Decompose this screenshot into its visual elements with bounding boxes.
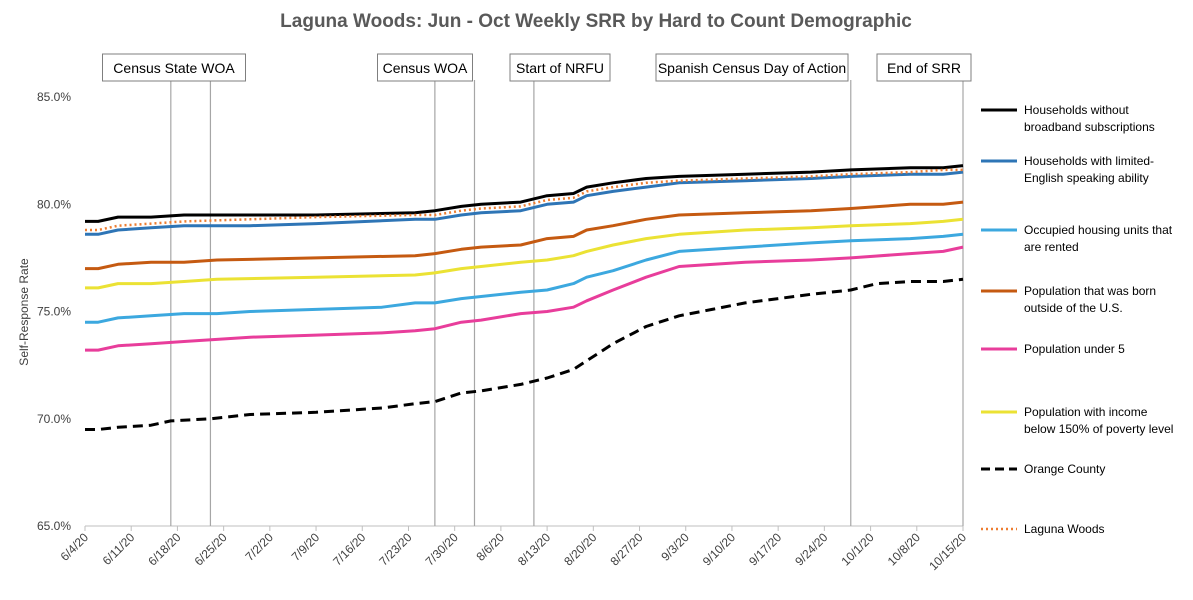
legend-label: Population with income xyxy=(1024,405,1148,419)
legend-label: Population that was born xyxy=(1024,284,1156,298)
x-tick-label: 10/1/20 xyxy=(838,530,876,568)
x-tick-label: 7/2/20 xyxy=(242,530,276,564)
event-label: Start of NRFU xyxy=(516,60,604,76)
x-tick-label: 9/24/20 xyxy=(792,530,830,568)
y-tick-label: 65.0% xyxy=(37,519,71,533)
legend-label: broadband subscriptions xyxy=(1024,120,1155,134)
legend-label: Population under 5 xyxy=(1024,342,1125,356)
event-label: Spanish Census Day of Action xyxy=(658,60,846,76)
event-box xyxy=(102,53,246,82)
legend-label: Households with limited- xyxy=(1024,154,1154,168)
x-tick-label: 7/16/20 xyxy=(330,530,368,568)
x-tick-label: 6/18/20 xyxy=(145,530,183,568)
y-tick-label: 85.0% xyxy=(37,90,71,104)
legend-label: Occupied housing units that xyxy=(1024,223,1173,237)
x-tick-label: 6/4/20 xyxy=(58,530,92,564)
x-tick-label: 6/25/20 xyxy=(192,530,230,568)
x-tick-label: 7/9/20 xyxy=(289,530,323,564)
plot-axes: 65.0%70.0%75.0%80.0%85.0%6/4/20 6/11/20 6/… xyxy=(37,90,969,573)
event-label: Census State WOA xyxy=(113,60,235,76)
series-line xyxy=(85,232,964,324)
chart-title: Laguna Woods: Jun - Oct Weekly SRR by Ha… xyxy=(280,11,912,32)
annotations: Census State WOA Census WOA Start of NRFU S… xyxy=(102,53,972,526)
x-tick-label: 9/3/20 xyxy=(658,530,692,564)
x-tick-label: 8/27/20 xyxy=(607,530,645,568)
series-line xyxy=(85,170,964,236)
x-tick-label: 10/15/20 xyxy=(926,530,969,573)
legend-label: below 150% of poverty level xyxy=(1024,422,1173,436)
legend-label: Households without xyxy=(1024,103,1129,117)
series-line xyxy=(85,217,964,290)
series-line xyxy=(85,164,964,223)
event-label: End of SRR xyxy=(887,60,961,76)
y-tick-label: 80.0% xyxy=(37,197,71,211)
event-box xyxy=(509,53,611,82)
event-label: Census WOA xyxy=(383,60,468,76)
event-box xyxy=(377,53,473,82)
x-tick-label: 9/10/20 xyxy=(700,530,738,568)
series-line xyxy=(85,168,963,232)
x-tick-label: 6/11/20 xyxy=(100,530,138,568)
legend: Households without broadband subscription… xyxy=(981,103,1173,536)
x-tick-label: 7/23/20 xyxy=(376,530,414,568)
x-tick-label: 8/6/20 xyxy=(474,530,508,564)
y-axis-label: Self-Response Rate xyxy=(17,258,31,366)
legend-label: Orange County xyxy=(1024,462,1105,476)
legend-label: are rented xyxy=(1024,240,1079,254)
x-tick-label: 10/8/20 xyxy=(885,530,923,568)
legend-label: outside of the U.S. xyxy=(1024,301,1123,315)
series-lines xyxy=(85,164,964,431)
series-line xyxy=(85,277,964,431)
x-tick-label: 9/17/20 xyxy=(746,530,784,568)
legend-label: English speaking ability xyxy=(1024,171,1149,185)
y-tick-label: 75.0% xyxy=(37,305,71,319)
x-tick-label: 7/30/20 xyxy=(423,530,461,568)
legend-label: Laguna Woods xyxy=(1024,522,1105,536)
event-box xyxy=(876,53,972,82)
series-line xyxy=(85,245,964,352)
series-line xyxy=(85,200,964,271)
event-box xyxy=(655,53,849,82)
x-tick-label: 8/13/20 xyxy=(515,530,553,568)
y-tick-label: 70.0% xyxy=(37,412,71,426)
x-tick-label: 8/20/20 xyxy=(561,530,599,568)
